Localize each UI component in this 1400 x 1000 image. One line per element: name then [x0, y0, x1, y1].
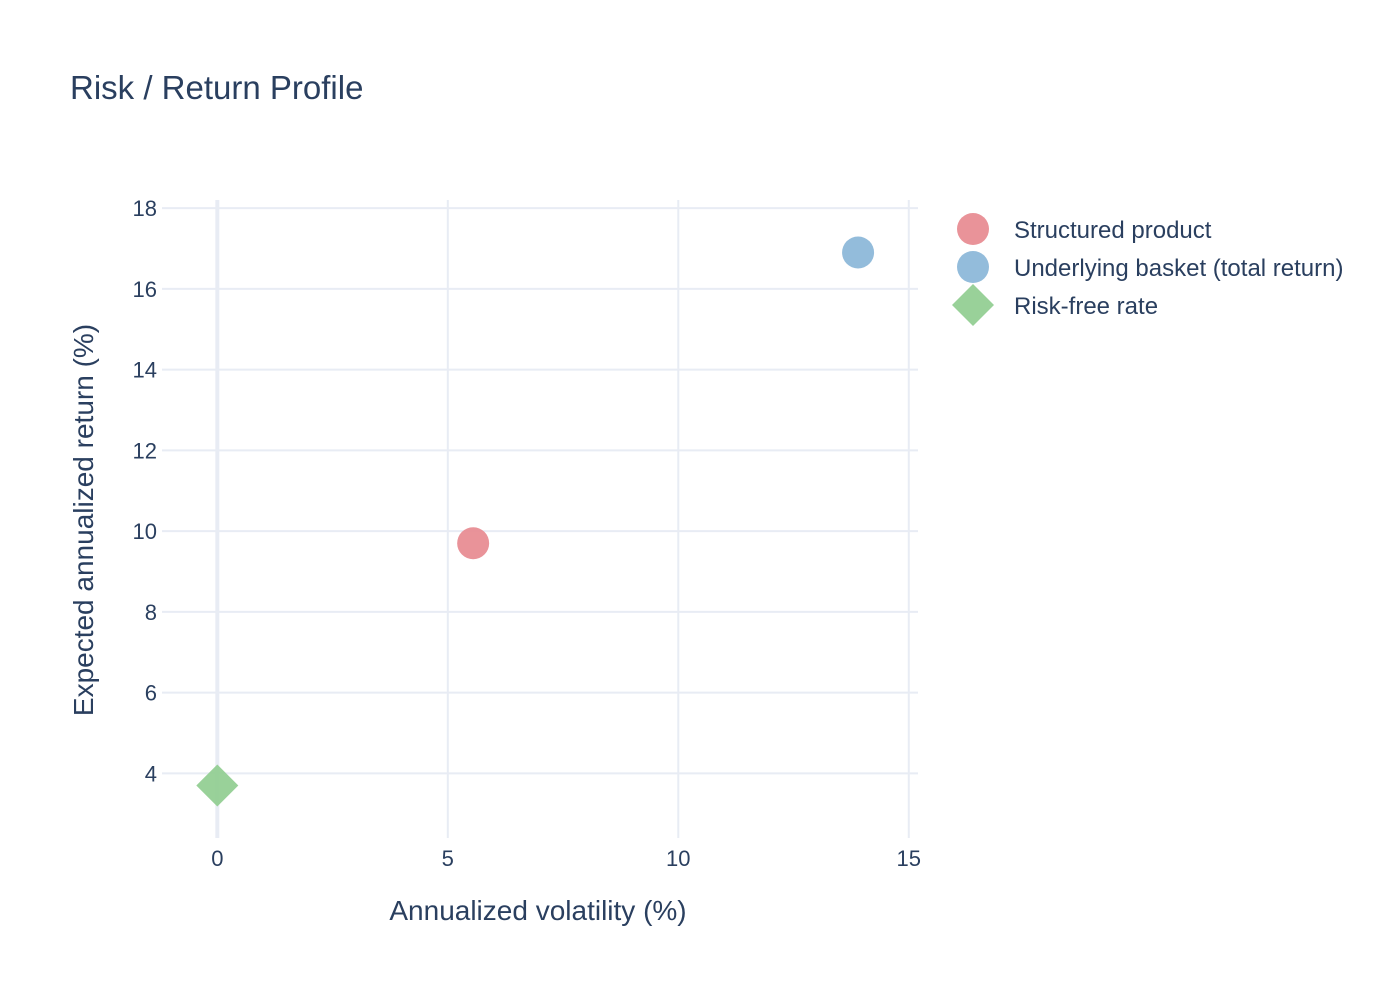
- y-tick-label: 16: [133, 277, 157, 302]
- legend-marker: [957, 213, 989, 245]
- legend-label: Underlying basket (total return): [1014, 255, 1343, 282]
- legend-item: Underlying basket (total return): [957, 251, 1343, 283]
- y-axis-ticks: 4 6 8 10 12 14 16 18: [133, 196, 157, 786]
- chart-title: Risk / Return Profile: [70, 69, 363, 106]
- data-point: [842, 236, 875, 269]
- x-tick-label: 10: [666, 846, 690, 871]
- legend-label: Structured product: [1014, 217, 1212, 244]
- x-tick-label: 5: [442, 846, 454, 871]
- x-axis-title: Annualized volatility (%): [389, 895, 686, 926]
- legend-item: Risk-free rate: [952, 284, 1158, 326]
- legend: Structured product Underlying basket (tot…: [952, 213, 1343, 326]
- legend-marker: [957, 251, 989, 283]
- x-axis-ticks: 0 5 10 15: [211, 846, 921, 871]
- y-tick-label: 10: [133, 519, 157, 544]
- x-tick-label: 15: [897, 846, 921, 871]
- data-point: [457, 527, 490, 560]
- y-tick-label: 8: [145, 600, 157, 625]
- plot-grid: [162, 200, 918, 838]
- y-tick-label: 12: [133, 438, 157, 463]
- y-tick-label: 4: [145, 761, 157, 786]
- x-tick-label: 0: [211, 846, 223, 871]
- y-tick-label: 14: [133, 358, 157, 383]
- data-point: [196, 764, 239, 807]
- y-tick-label: 18: [133, 196, 157, 221]
- legend-marker: [952, 284, 994, 326]
- legend-label: Risk-free rate: [1014, 293, 1158, 320]
- data-markers: [196, 236, 875, 807]
- y-tick-label: 6: [145, 681, 157, 706]
- legend-item: Structured product: [957, 213, 1212, 245]
- y-axis-title: Expected annualized return (%): [68, 324, 99, 716]
